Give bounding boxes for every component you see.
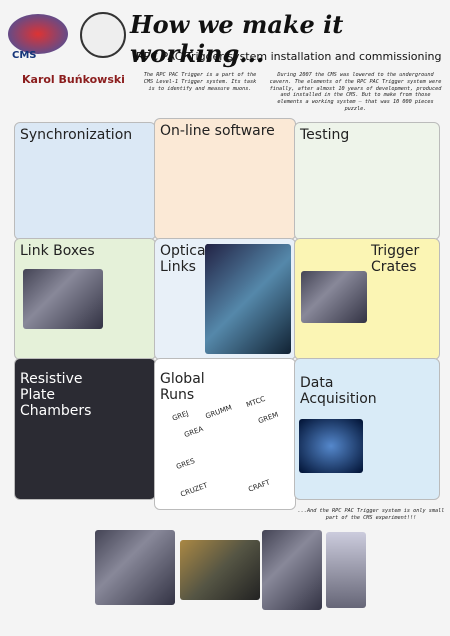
piece: Link Boxes — [14, 238, 156, 360]
piece-title: Synchronization — [20, 127, 133, 143]
photo — [326, 532, 366, 608]
intro-right: During 2007 the CMS was lowered to the u… — [269, 72, 442, 112]
piece: Optical Links — [154, 238, 296, 360]
photo — [262, 530, 322, 610]
intro-left: The RPC PAC Trigger is a part of the CMS… — [143, 72, 257, 92]
piece: Resistive Plate Chambers — [14, 358, 156, 500]
piece-title: Testing — [300, 127, 350, 143]
author: Karol Buńkowski — [22, 73, 125, 86]
piece-title: Data Acquisition — [300, 375, 377, 407]
piece: Synchronization — [14, 122, 156, 240]
piece-title: Global Runs — [160, 371, 205, 403]
piece-title: Trigger Crates — [371, 243, 420, 275]
piece: Global Runs — [154, 358, 296, 510]
piece-title: Resistive Plate Chambers — [20, 371, 92, 419]
piece: Testing — [294, 122, 440, 240]
piece: On-line software — [154, 118, 296, 240]
photo — [95, 530, 175, 605]
cms-logo-image — [8, 14, 68, 54]
piece: Trigger Crates — [294, 238, 440, 360]
logo-text: CMS — [12, 50, 37, 61]
piece: Data Acquisition — [294, 358, 440, 500]
piece-title: On-line software — [160, 123, 275, 139]
photo — [180, 540, 260, 600]
footer-text: ...And the RPC PAC Trigger system is onl… — [297, 508, 445, 521]
title: How we make it working... — [130, 10, 344, 68]
piece-title: Link Boxes — [20, 243, 95, 259]
piece-title: Optical Links — [160, 243, 210, 275]
university-logo — [80, 12, 126, 58]
subtitle: RPC PAC Trigger system installation and … — [136, 50, 442, 63]
